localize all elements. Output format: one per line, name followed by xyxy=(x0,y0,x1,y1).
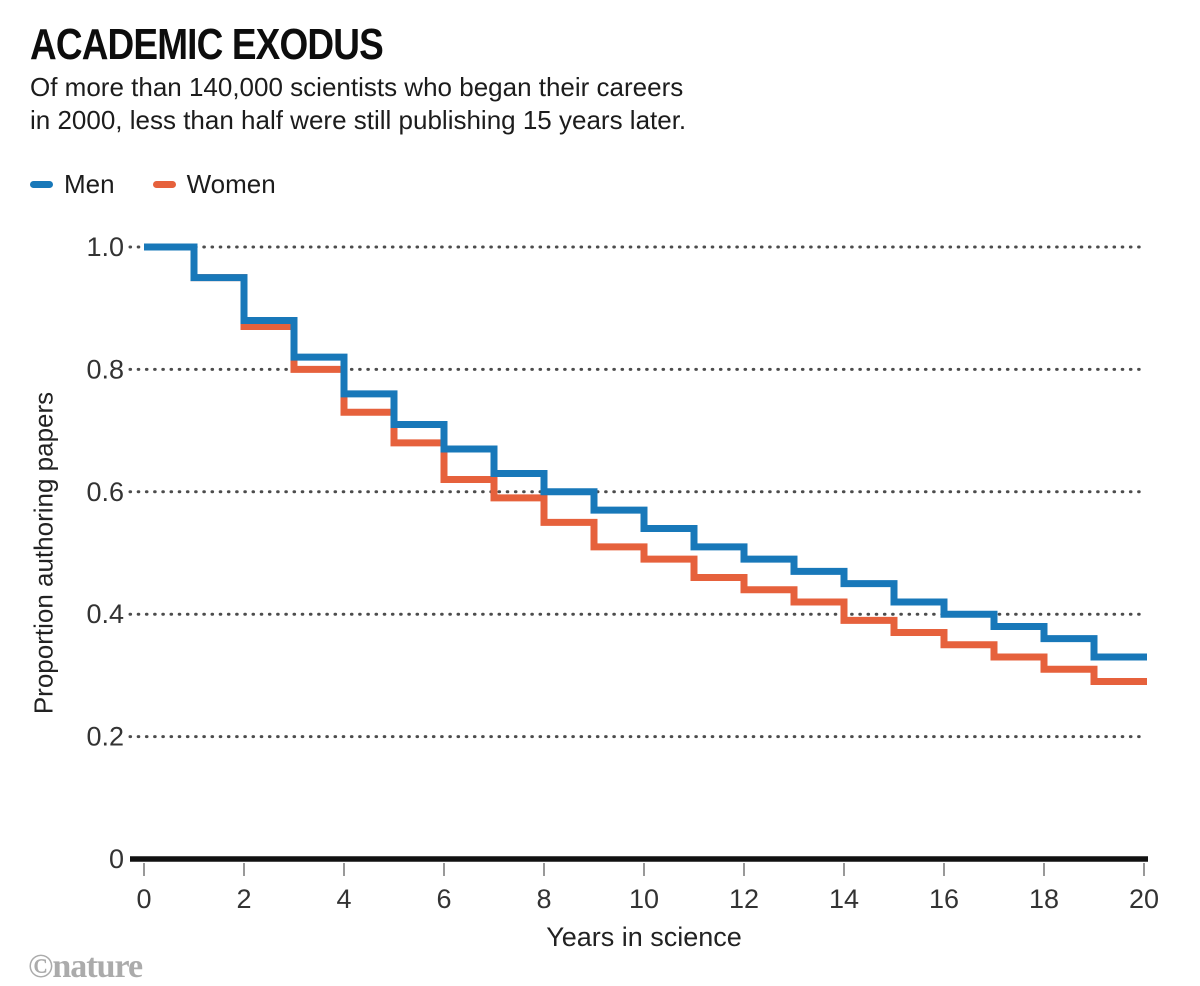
x-tick-label: 0 xyxy=(136,884,151,914)
x-tick-label: 16 xyxy=(929,884,959,914)
x-tick-label: 14 xyxy=(829,884,859,914)
y-tick-label: 0.4 xyxy=(86,599,124,629)
nature-watermark: ©nature xyxy=(28,948,143,985)
x-tick-label: 6 xyxy=(436,884,451,914)
x-tick-label: 20 xyxy=(1129,884,1159,914)
legend-item-women: Women xyxy=(152,169,276,200)
x-tick-label: 12 xyxy=(729,884,759,914)
subtitle-line-1: Of more than 140,000 scientists who bega… xyxy=(30,72,684,102)
x-tick-label: 2 xyxy=(236,884,251,914)
y-tick-label: 0 xyxy=(109,844,124,874)
subtitle-line-2: in 2000, less than half were still publi… xyxy=(30,105,687,135)
legend: Men Women xyxy=(30,169,276,200)
x-axis-title: Years in science xyxy=(546,922,742,952)
chart-subtitle: Of more than 140,000 scientists who bega… xyxy=(30,71,686,137)
y-tick-label: 1.0 xyxy=(86,232,124,262)
x-tick-label: 8 xyxy=(536,884,551,914)
chart-title: ACADEMIC EXODUS xyxy=(30,20,384,69)
y-tick-label: 0.6 xyxy=(86,477,124,507)
x-tick-label: 18 xyxy=(1029,884,1059,914)
x-tick-label: 10 xyxy=(629,884,659,914)
legend-label-women: Women xyxy=(186,169,276,199)
legend-item-men: Men xyxy=(30,169,115,200)
men-line-swatch-icon xyxy=(30,181,53,188)
y-tick-label: 0.8 xyxy=(86,354,124,384)
x-tick-label: 4 xyxy=(336,884,351,914)
women-line-swatch-icon xyxy=(152,181,176,188)
y-tick-label: 0.2 xyxy=(86,722,124,752)
series-line-women xyxy=(144,243,1147,686)
legend-label-men: Men xyxy=(64,169,115,199)
series-line-men xyxy=(144,243,1147,661)
